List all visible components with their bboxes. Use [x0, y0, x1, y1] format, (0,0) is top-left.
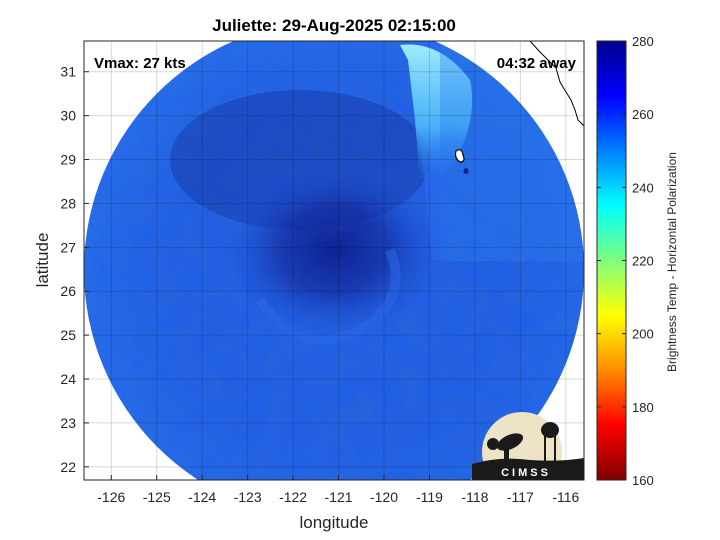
- y-tick-label: 30: [60, 108, 76, 124]
- gridlines: [84, 41, 584, 480]
- logo-dish-small: [487, 438, 499, 450]
- colorbar-tick-label: 220: [632, 254, 654, 269]
- colorbar-tick-label: 280: [632, 34, 654, 49]
- axes-frame: [83, 40, 585, 481]
- x-tick-label: -123: [234, 489, 262, 505]
- colorbar-tick-label: 260: [632, 107, 654, 122]
- y-tick-label: 29: [60, 152, 76, 168]
- logo-ground: [472, 458, 584, 480]
- island-contour: [454, 149, 465, 163]
- colorbar-tick-label: 180: [632, 400, 654, 415]
- logo-dish-icon: [496, 433, 524, 451]
- y-tick-label: 24: [60, 371, 76, 387]
- colorbar-tick-label: 160: [632, 473, 654, 488]
- spiral-band: [255, 248, 401, 345]
- microwave-swath: [84, 41, 584, 480]
- x-axis: -126 -125 -124 -123 -122 -121 -120 -119 -118 -117…: [97, 475, 580, 505]
- colorbar: 160 180 200 220 240 260 280 Brightness Temp - …: [596, 34, 679, 488]
- plot-title: Juliette: 29-Aug-2025 02:15:00: [212, 16, 456, 35]
- logo-tower-leg-left: [544, 436, 546, 462]
- x-tick-label: -122: [279, 489, 307, 505]
- y-tick-label: 23: [60, 415, 76, 431]
- y-tick-label: 25: [60, 327, 76, 343]
- colorbar-ticks: 160 180 200 220 240 260 280: [597, 34, 654, 488]
- colorbar-tick-label: 200: [632, 327, 654, 342]
- x-tick-label: -124: [188, 489, 216, 505]
- x-tick-label: -121: [325, 489, 353, 505]
- y-tick-label: 27: [60, 239, 76, 255]
- coastline: [529, 41, 584, 127]
- logo-text: CIMSS: [501, 467, 551, 479]
- y-axis: 22 23 24 25 26 27 28 29 30 31: [60, 64, 89, 475]
- colorbar-label: Brightness Temp - Horizontal Polarizatio…: [665, 152, 679, 372]
- y-axis-label: latitude: [33, 233, 52, 288]
- logo-tower-icon: [541, 422, 559, 438]
- logo-dish-post: [504, 446, 509, 462]
- y-tick-label: 22: [60, 459, 76, 475]
- x-tick-label: -119: [416, 489, 443, 505]
- colorbar-gradient: [596, 40, 627, 481]
- time-away-label: 04:32 away: [497, 55, 577, 72]
- cyclone-core: [214, 155, 454, 345]
- island-cold-spot: [463, 168, 469, 174]
- logo-tower-leg-right: [554, 436, 556, 462]
- cimss-logo: CIMSS: [472, 412, 584, 480]
- cyan-patch: [400, 44, 473, 181]
- y-tick-label: 31: [60, 64, 76, 80]
- vmax-label: Vmax: 27 kts: [94, 55, 186, 72]
- x-tick-label: -120: [370, 489, 398, 505]
- x-axis-label: longitude: [299, 513, 368, 532]
- colorbar-tick-label: 240: [632, 180, 654, 195]
- y-tick-label: 28: [60, 195, 76, 211]
- x-tick-label: -126: [97, 489, 125, 505]
- x-tick-label: -116: [552, 489, 579, 505]
- x-tick-label: -118: [461, 489, 488, 505]
- x-tick-label: -117: [507, 489, 534, 505]
- y-tick-label: 26: [60, 283, 76, 299]
- x-tick-label: -125: [143, 489, 171, 505]
